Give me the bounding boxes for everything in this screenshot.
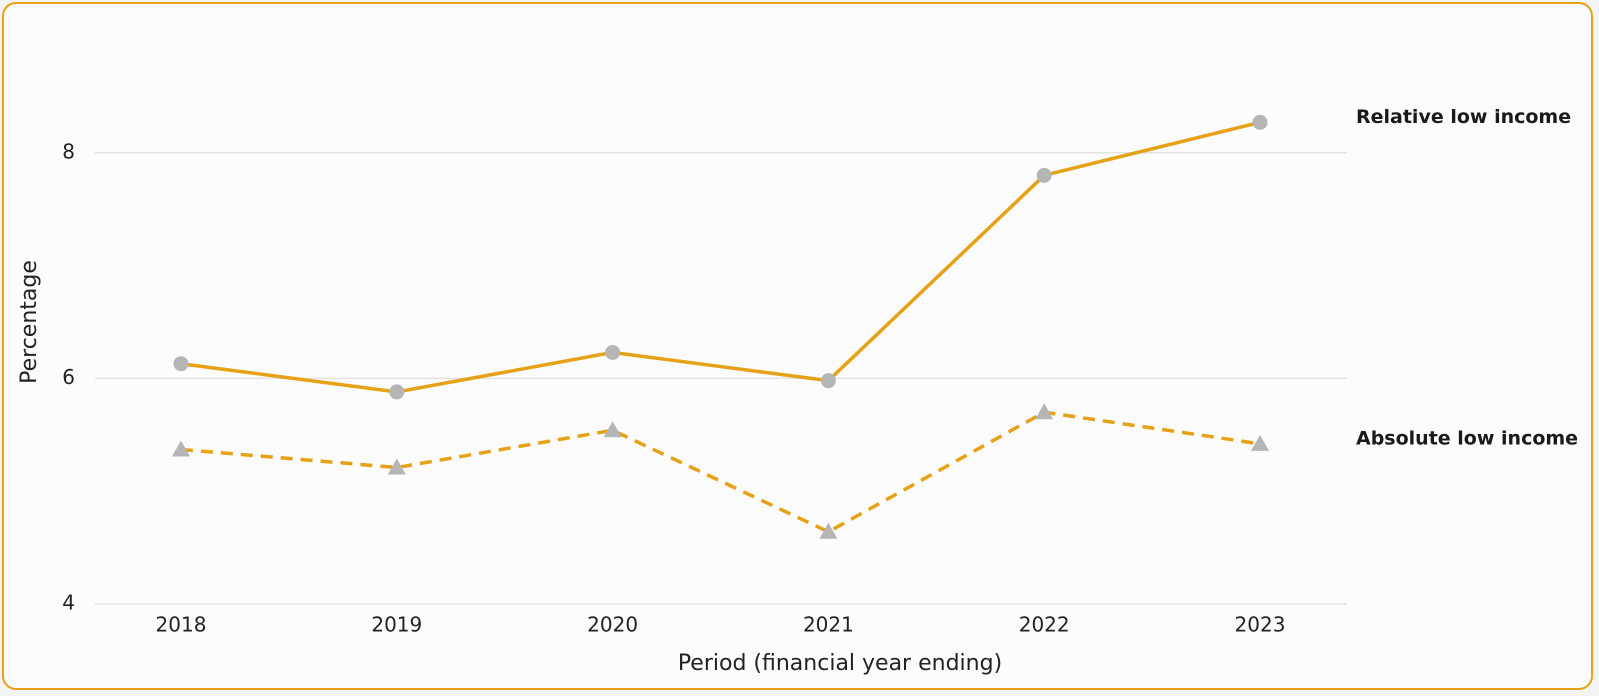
y-tick-label: 8 <box>62 139 75 163</box>
y-axis-title: Percentage <box>17 260 42 384</box>
point-marker <box>819 522 838 539</box>
point-marker <box>1251 434 1269 451</box>
point-marker <box>1035 403 1054 420</box>
x-tick-label: 2020 <box>587 613 638 637</box>
point-marker <box>1252 114 1268 130</box>
y-tick-label: 6 <box>62 365 75 389</box>
y-tick-label: 4 <box>62 591 75 615</box>
point-marker <box>389 384 405 400</box>
point-marker <box>387 458 406 475</box>
x-tick-label: 2021 <box>803 613 854 637</box>
point-marker <box>603 421 622 438</box>
point-marker <box>1036 167 1052 183</box>
x-axis-title: Period (financial year ending) <box>678 651 1002 676</box>
x-tick-label: 2022 <box>1019 613 1070 637</box>
point-marker <box>173 356 189 372</box>
point-marker <box>820 373 836 389</box>
x-tick-label: 2018 <box>156 613 207 637</box>
x-tick-label: 2019 <box>371 613 422 637</box>
point-marker <box>605 344 621 360</box>
series-line <box>180 120 1261 394</box>
series-label: Absolute low income <box>1356 427 1578 449</box>
x-tick-label: 2023 <box>1235 613 1286 637</box>
point-marker <box>172 440 190 457</box>
series-line <box>180 410 1261 534</box>
series-label: Relative low income <box>1356 106 1571 128</box>
